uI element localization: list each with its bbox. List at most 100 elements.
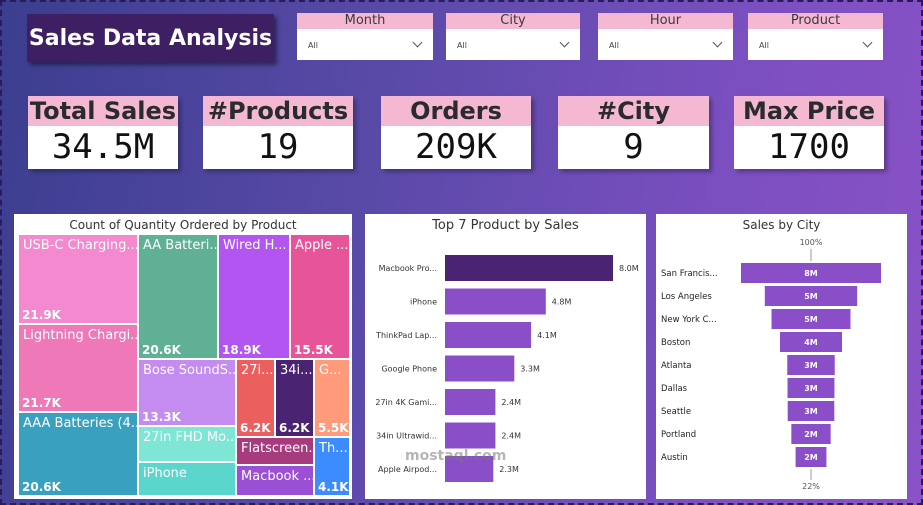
treemap-tile[interactable]: 27i... 6.2K — [236, 359, 275, 437]
slicer-city-label: City — [446, 13, 580, 29]
treemap-tile-value: 20.6K — [22, 480, 61, 494]
treemap-tile-value: 6.2K — [279, 421, 310, 435]
treemap-tile[interactable]: 34i... 6.2K — [275, 359, 314, 437]
bar[interactable] — [445, 422, 496, 449]
dashboard-title-text: Sales Data Analysis — [28, 25, 273, 51]
bar-category-label: Apple Airpod... — [378, 465, 437, 474]
treemap-tile[interactable]: AAA Batteries (4... 20.6K — [18, 412, 138, 496]
bar-category-label: ThinkPad Lap... — [375, 331, 437, 340]
treemap-tile-label: Apple ... — [295, 238, 349, 253]
treemap-tile[interactable]: AA Batteri... 20.6K — [138, 234, 218, 359]
kpi-max-price: Max Price 1700 — [734, 96, 884, 169]
treemap-tile-value: 18.9K — [222, 343, 261, 357]
treemap-tile[interactable]: Flatscreen... — [236, 437, 314, 465]
bar-value-label: 2.4M — [501, 398, 521, 407]
bar-chart-svg: Macbook Pro... 8.0M iPhone 4.8M ThinkPad Lap… — [375, 255, 639, 482]
treemap-tile-value: 13.3K — [142, 410, 181, 424]
bar[interactable] — [445, 456, 494, 482]
slicer-product-label: Product — [748, 13, 883, 29]
chevron-down-icon — [412, 37, 423, 48]
kpi-max-price-value: 1700 — [768, 127, 850, 167]
slicer-city-value: All — [457, 41, 467, 50]
treemap-tile-label: iPhone — [143, 466, 187, 481]
slicer-month[interactable]: Month All — [297, 13, 433, 60]
treemap-tile-value: 5.5K — [318, 421, 349, 435]
funnel-value-label: 5M — [804, 315, 818, 324]
treemap-tile[interactable]: Bose SoundS... 13.3K — [138, 359, 236, 426]
treemap-tile-label: Macbook ... — [241, 469, 314, 484]
funnel-bar[interactable] — [795, 447, 827, 467]
funnel-bar[interactable] — [764, 286, 858, 306]
slicer-product-dropdown[interactable]: All — [748, 29, 883, 60]
funnel-category-label: Austin — [661, 453, 688, 463]
bar-category-label: Google Phone — [381, 365, 437, 374]
kpi-orders-label: Orders — [381, 96, 531, 126]
funnel-value-label: 2M — [804, 453, 818, 462]
bar-value-label: 2.3M — [499, 465, 519, 474]
slicer-product[interactable]: Product All — [748, 13, 883, 60]
treemap-tile[interactable]: G... 5.5K — [314, 359, 350, 437]
treemap-tile[interactable]: iPhone — [138, 462, 236, 496]
treemap-tile-label: Lightning Chargi... — [23, 328, 138, 343]
bar[interactable] — [445, 389, 496, 415]
treemap-title: Count of Quantity Ordered by Product — [69, 218, 297, 232]
treemap-tile-label: 27i... — [241, 363, 274, 378]
treemap-tile-label: Bose SoundS... — [143, 363, 236, 378]
funnel-bar[interactable] — [779, 332, 843, 352]
funnel-bar[interactable] — [771, 309, 851, 329]
funnel-category-label: Atlanta — [661, 361, 692, 371]
funnel-value-label: 5M — [804, 292, 818, 301]
kpi-max-price-label: Max Price — [734, 96, 884, 126]
funnel-chart-svg: 100% San Francis... 8M Los Angeles 5M New Yor… — [661, 238, 881, 491]
bar-value-label: 2.4M — [501, 432, 521, 441]
bar[interactable] — [445, 322, 532, 348]
treemap-tile[interactable]: Wired H... 18.9K — [218, 234, 290, 359]
funnel-category-label: Dallas — [661, 384, 688, 394]
slicer-city[interactable]: City All — [446, 13, 580, 60]
bar-value-label: 4.1M — [537, 331, 557, 340]
funnel-category-label: Los Angeles — [661, 292, 712, 302]
funnel-bar[interactable] — [741, 263, 881, 283]
funnel-category-label: Boston — [661, 338, 690, 348]
treemap-tile-label: 27in FHD Mo... — [143, 430, 236, 445]
bar-value-label: 4.8M — [552, 298, 572, 307]
bar[interactable] — [445, 255, 613, 281]
chevron-down-icon — [862, 37, 873, 48]
slicer-hour-dropdown[interactable]: All — [598, 29, 733, 60]
funnel-bar[interactable] — [787, 378, 835, 398]
funnel-top-percent: 100% — [800, 238, 823, 247]
funnel-bottom-percent: 22% — [802, 482, 820, 491]
funnel-category-label: New York C... — [661, 315, 717, 325]
slicer-month-dropdown[interactable]: All — [297, 29, 433, 60]
bar-value-label: 3.3M — [520, 365, 540, 374]
treemap-tile[interactable]: USB-C Charging... 21.9K — [18, 234, 138, 324]
slicer-city-dropdown[interactable]: All — [446, 29, 580, 60]
treemap-tile[interactable]: 27in FHD Mo... — [138, 426, 236, 462]
treemap-tile-value: 6.2K — [240, 421, 271, 435]
bar[interactable] — [445, 355, 515, 382]
funnel-bar[interactable] — [787, 355, 835, 375]
funnel-title: Sales by City — [742, 218, 821, 232]
slicer-hour[interactable]: Hour All — [598, 13, 733, 60]
treemap-tile[interactable]: Lightning Chargi... 21.7K — [18, 324, 138, 412]
funnel-panel: Sales by City 100% San Francis... 8M Los An… — [656, 214, 907, 499]
bar[interactable] — [445, 288, 546, 315]
funnel-category-label: Portland — [661, 430, 696, 440]
treemap-tile[interactable]: Apple ... 15.5K — [290, 234, 350, 359]
treemap-area: USB-C Charging... 21.9K Lightning Chargi..… — [14, 214, 352, 499]
funnel-bar[interactable] — [791, 424, 831, 444]
funnel-value-label: 3M — [804, 361, 818, 370]
kpi-city: #City 9 — [558, 96, 709, 169]
treemap-panel: Count of Quantity Ordered by Product USB… — [14, 214, 352, 499]
slicer-product-value: All — [759, 41, 769, 50]
funnel-value-label: 3M — [804, 407, 818, 416]
funnel-bar[interactable] — [787, 401, 835, 421]
bar-category-label: 34in Ultrawid... — [376, 432, 437, 441]
treemap-tile-label: Wired H... — [223, 238, 287, 253]
treemap-tile-label: G... — [319, 363, 342, 378]
kpi-total-sales-label: Total Sales — [28, 96, 178, 126]
treemap-tile[interactable]: Th... 4.1K — [314, 437, 350, 496]
bar-category-label: Macbook Pro... — [379, 264, 437, 273]
kpi-total-sales: Total Sales 34.5M — [28, 96, 178, 169]
treemap-tile[interactable]: Macbook ... — [236, 465, 314, 496]
